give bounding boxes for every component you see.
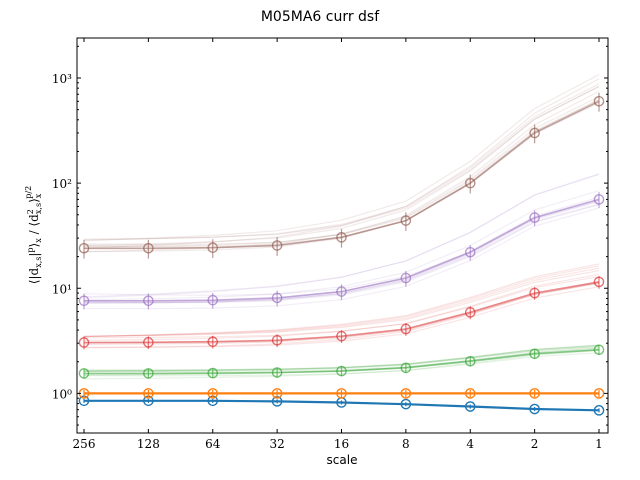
- y-label-part-8: 2: [26, 209, 35, 214]
- marker-p2-7: [529, 388, 540, 399]
- ensemble-line-p4-4: [83, 263, 600, 338]
- ensemble-line-p6-6: [83, 86, 600, 240]
- ensemble-line-p6-2: [83, 83, 600, 241]
- y-label-part-2: x,s: [34, 257, 43, 268]
- y-tick-label-2: 10²: [52, 177, 72, 191]
- x-tick-label-4: 16: [334, 437, 349, 451]
- marker-p3-6: [464, 355, 476, 367]
- marker-p4-5: [400, 323, 412, 335]
- y-label-part-3: |: [27, 253, 41, 257]
- y-tick-label-3: 10³: [52, 72, 72, 86]
- marker-p5-1: [143, 295, 154, 307]
- x-tick-label-3: 32: [269, 437, 284, 451]
- x-tick-label-8: 1: [595, 437, 603, 451]
- marker-p3-3: [271, 367, 283, 378]
- marker-p5-6: [464, 246, 476, 258]
- marker-p2-6: [464, 388, 476, 399]
- marker-p3-4: [336, 365, 347, 377]
- y-label-part-5: ⟩: [27, 243, 41, 248]
- y-label-part-11: x: [34, 193, 43, 198]
- marker-p4-8: [593, 276, 605, 288]
- ensemble-line-p4-9: [83, 270, 600, 337]
- marker-p3-8: [593, 344, 605, 356]
- marker-p6-3: [271, 240, 283, 251]
- marker-p5-4: [336, 286, 347, 297]
- marker-p4-7: [529, 287, 540, 299]
- marker-p6-4: [336, 232, 347, 243]
- y-axis: 10⁰ 10¹ 10² 10³: [52, 45, 608, 426]
- marker-p4-2: [207, 336, 219, 348]
- x-axis: 256 128 64 32 16 8 4 2 1: [73, 38, 603, 451]
- ensemble-line-p6-0: [83, 90, 600, 253]
- marker-p1-5: [400, 398, 412, 410]
- ensemble-line-p6-4: [83, 85, 600, 247]
- y-label-part-12: p/2: [24, 186, 33, 199]
- y-axis-label: ⟨|dx,s|p⟩x / ⟨d2x,s⟩xp/2: [24, 186, 43, 284]
- ensemble-line-p6-5: [83, 78, 600, 249]
- main-series: [78, 92, 605, 416]
- ensemble-line-p5-6: [83, 173, 600, 299]
- marker-p2-1: [143, 388, 154, 399]
- x-tick-label-1: 128: [137, 437, 160, 451]
- marker-p6-0: [78, 242, 90, 254]
- y-tick-label-1: 10¹: [52, 282, 72, 296]
- y-label-part-6: x: [34, 238, 43, 243]
- marker-p1-8: [593, 405, 605, 416]
- x-tick-label-5: 8: [402, 437, 410, 451]
- x-tick-label-6: 4: [466, 437, 474, 451]
- x-tick-label-2: 64: [205, 437, 221, 451]
- marker-p6-2: [207, 242, 219, 254]
- marker-p3-5: [400, 362, 412, 374]
- marker-p2-8: [593, 388, 605, 399]
- ensemble-line-p5-0: [83, 173, 600, 298]
- y-label-part-10: ⟩: [27, 198, 41, 203]
- marker-p6-1: [143, 242, 154, 254]
- marker-p1-7: [529, 403, 540, 415]
- y-label-part-1: ⟨|d: [27, 267, 41, 284]
- marker-p4-3: [271, 334, 283, 346]
- marker-p2-4: [336, 388, 347, 399]
- plot-frame: [76, 37, 609, 434]
- x-tick-label-7: 2: [531, 437, 539, 451]
- marker-p4-4: [336, 330, 347, 342]
- marker-p2-2: [207, 388, 219, 399]
- marker-p4-6: [464, 307, 476, 318]
- y-label-part-7: / ⟨d: [27, 214, 41, 238]
- ensemble-line-p4-0: [83, 265, 600, 338]
- marker-p2-5: [400, 388, 412, 399]
- marker-p6-5: [400, 215, 412, 226]
- y-label-part-4: p: [26, 247, 35, 252]
- chart-title: M05MA6 curr dsf: [261, 9, 380, 25]
- x-axis-label: scale: [327, 453, 358, 467]
- marker-p3-2: [207, 367, 219, 379]
- ensemble-line-p6-3: [83, 74, 600, 242]
- y-label-part-9: x,s: [34, 203, 43, 214]
- marker-p5-2: [207, 294, 219, 306]
- marker-p4-0: [78, 337, 90, 348]
- marker-p6-7: [529, 127, 540, 139]
- marker-p5-8: [593, 194, 605, 205]
- marker-p3-7: [529, 348, 540, 360]
- x-tick-label-0: 256: [73, 437, 96, 451]
- marker-p5-7: [529, 212, 540, 223]
- marker-p1-6: [464, 401, 476, 412]
- marker-p4-1: [143, 337, 154, 348]
- svg-text:⟨|dx,s|p⟩x / ⟨d2x,s⟩xp/2: ⟨|dx,s|p⟩x / ⟨d2x,s⟩xp/2: [24, 186, 43, 284]
- marker-p3-1: [143, 368, 154, 379]
- marker-p6-8: [593, 95, 605, 107]
- marker-p5-3: [271, 292, 283, 304]
- marker-p5-0: [78, 295, 90, 307]
- marker-p2-3: [271, 388, 283, 399]
- marker-p5-5: [400, 272, 412, 284]
- marker-p6-6: [464, 177, 476, 189]
- y-tick-label-0: 10⁰: [52, 387, 72, 401]
- marker-p3-0: [78, 368, 90, 379]
- ensemble-line-p4-2: [83, 267, 600, 338]
